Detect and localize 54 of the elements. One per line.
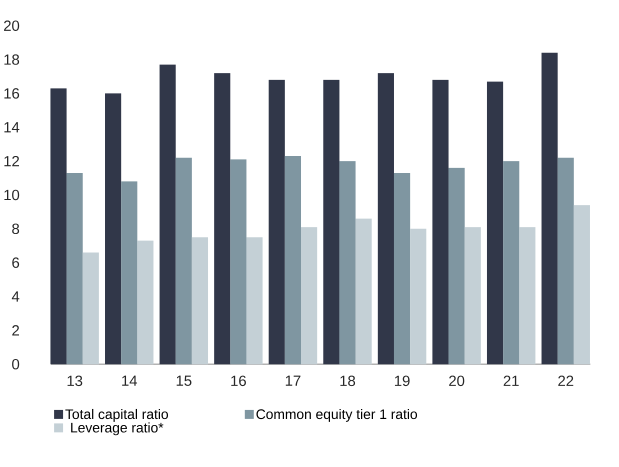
legend-label: Common equity tier 1 ratio [256,408,418,422]
bar [378,73,394,364]
x-tick-label: 19 [394,376,410,386]
y-tick-label: 18 [4,54,20,65]
bar [448,168,465,364]
y-tick-label: 16 [4,88,20,99]
bar [323,80,340,364]
bar [339,161,356,364]
y-tick-label: 4 [12,291,20,302]
y-tick-label: 0 [12,358,20,370]
bar [301,227,318,364]
bar [66,172,83,364]
x-tick-label: 21 [504,376,519,386]
bar [160,64,176,364]
bar [50,88,67,364]
bar [176,158,192,364]
bar [394,172,410,364]
x-tick-label: 14 [122,376,138,386]
y-tick-label: 2 [12,325,19,336]
legend-label: Leverage ratio* [71,422,164,436]
bar [246,237,263,364]
x-tick-label: 13 [68,376,82,386]
legend-label: Total capital ratio [65,408,168,422]
bar [486,82,504,364]
bar [519,227,536,364]
bar [432,80,449,364]
bar [284,156,302,364]
bar [82,252,99,364]
x-tick-label: 20 [449,376,464,386]
x-tick-label: 15 [176,376,192,386]
bar [214,73,230,364]
bar [410,228,426,364]
bar [121,181,138,364]
bar [137,240,154,364]
x-tick-label: 17 [286,376,300,386]
bar [542,52,558,364]
y-tick-label: 14 [4,122,20,132]
bar [574,205,590,364]
x-tick-label: 18 [340,376,356,386]
bar [230,159,246,364]
bar [268,80,285,364]
y-tick-label: 10 [4,190,20,200]
y-tick-label: 6 [12,257,20,268]
x-tick-label: 16 [231,376,246,386]
bar [105,93,122,364]
y-tick-label: 12 [4,156,19,166]
bar [558,158,574,364]
y-tick-label: 8 [12,224,20,234]
bar [192,237,208,364]
bar [356,218,372,364]
x-tick-label: 22 [558,376,574,386]
bar [503,161,520,364]
bar [464,227,481,364]
y-tick-label: 20 [4,20,20,31]
